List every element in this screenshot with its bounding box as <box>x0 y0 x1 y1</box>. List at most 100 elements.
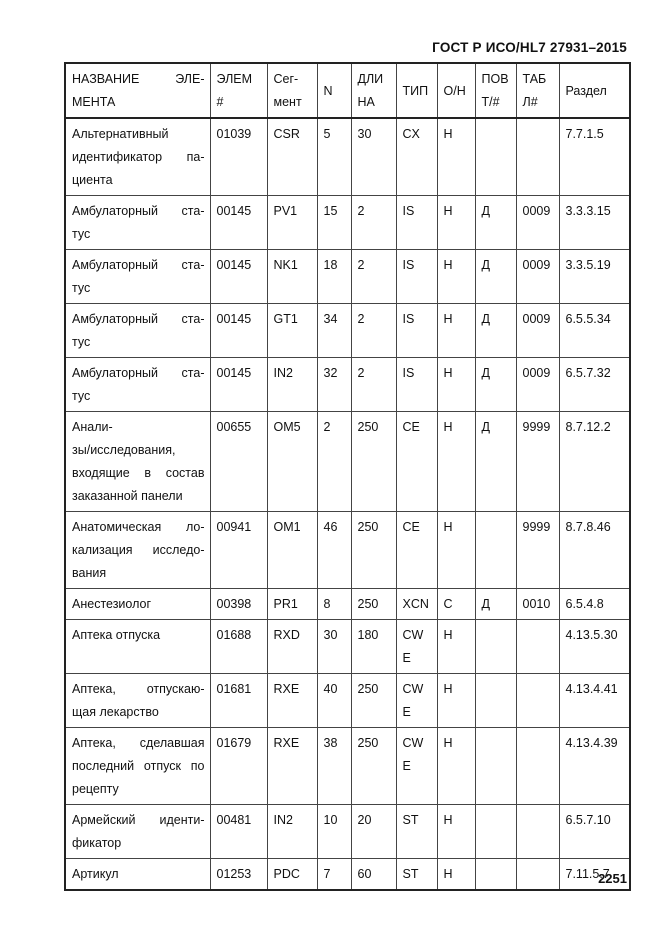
element-name-cell: Анатомическая ло-кализация исследо-вания <box>64 511 211 589</box>
cell-line: Амбулаторный ста- <box>72 366 205 380</box>
section-cell: 3.3.5.19 <box>558 249 631 304</box>
on-cell: Н <box>436 858 476 891</box>
length-cell: 2 <box>350 249 397 304</box>
cell-line: фикатор <box>72 836 122 850</box>
n-cell: 10 <box>316 804 352 859</box>
cell-line: Аптека отпуска <box>72 628 161 642</box>
cell-line: Анали- <box>72 420 113 434</box>
repeat-cell: Д <box>474 357 517 412</box>
table-row: Артикул 01253 PDC 7 60 ST Н 7.11.5.7 <box>64 858 631 891</box>
length-cell: 30 <box>350 117 397 196</box>
cell-line: входящие в состав <box>72 466 205 480</box>
type-cell: CX <box>395 117 438 196</box>
cell-line: тус <box>72 335 91 349</box>
cell-line: Сег- <box>273 72 299 86</box>
segment-cell: OM5 <box>266 411 318 512</box>
cell-line: Аптека, отпускаю- <box>72 682 205 696</box>
n-cell: 18 <box>316 249 352 304</box>
elem-cell: 01688 <box>209 619 268 674</box>
section-cell: 4.13.4.39 <box>558 727 631 805</box>
n-cell: 8 <box>316 588 352 620</box>
table-row: Аптека, отпускаю-щая лекарство 01681 RXE 40… <box>64 673 631 728</box>
table-cell: 0009 <box>515 303 560 358</box>
on-cell: Н <box>436 804 476 859</box>
column-header: ТИП <box>395 62 438 119</box>
elem-cell: 00145 <box>209 249 268 304</box>
cell-line: ТИП <box>402 83 429 98</box>
cell-line: НАЗВАНИЕ ЭЛЕ- <box>72 72 205 86</box>
length-cell: 60 <box>350 858 397 891</box>
repeat-cell: Д <box>474 195 517 250</box>
cell-line: N <box>323 83 333 98</box>
segment-cell: GT1 <box>266 303 318 358</box>
element-name-cell: Амбулаторный ста-тус <box>64 357 211 412</box>
on-cell: Н <box>436 357 476 412</box>
section-cell: 4.13.5.30 <box>558 619 631 674</box>
data-elements-table: НАЗВАНИЕ ЭЛЕ- МЕНТА ЭЛЕМ # Сег-мент N ДЛИ НА ТИП… <box>64 62 631 891</box>
length-cell: 250 <box>350 511 397 589</box>
n-cell: 30 <box>316 619 352 674</box>
elem-cell: 01679 <box>209 727 268 805</box>
cell-line: Анатомическая ло- <box>72 520 205 534</box>
element-name-cell: Аптека отпуска <box>64 619 211 674</box>
column-header: Сег-мент <box>266 62 318 119</box>
cell-line: Амбулаторный ста- <box>72 312 205 326</box>
on-cell: С <box>436 588 476 620</box>
cell-line: МЕНТА <box>72 95 116 109</box>
repeat-cell: Д <box>474 588 517 620</box>
column-header: ТАБ Л# <box>515 62 560 119</box>
element-name-cell: Аптека, сделавшая последний отпуск по реце… <box>64 727 211 805</box>
section-cell: 3.3.3.15 <box>558 195 631 250</box>
table-cell: 0009 <box>515 249 560 304</box>
n-cell: 15 <box>316 195 352 250</box>
cell-line: ЭЛЕМ <box>216 72 253 86</box>
type-cell: ST <box>395 858 438 891</box>
segment-cell: OM1 <box>266 511 318 589</box>
type-cell: XCN <box>395 588 438 620</box>
section-cell: 8.7.8.46 <box>558 511 631 589</box>
on-cell: Н <box>436 619 476 674</box>
element-name-cell: Анали-зы/исследования, входящие в состав з… <box>64 411 211 512</box>
n-cell: 46 <box>316 511 352 589</box>
type-cell: IS <box>395 357 438 412</box>
table-row: Анестезиолог 00398 PR1 8 250 XCN С Д 0010 6.5.4.8 <box>64 588 631 620</box>
cell-line: Амбулаторный ста- <box>72 204 205 218</box>
column-header: О/Н <box>436 62 476 119</box>
n-cell: 7 <box>316 858 352 891</box>
n-cell: 32 <box>316 357 352 412</box>
table-cell: 0009 <box>515 357 560 412</box>
type-cell: CW E <box>395 673 438 728</box>
cell-line: идентификатор па- <box>72 150 205 164</box>
cell-line: Анестезиолог <box>72 597 152 611</box>
section-cell: 6.5.7.32 <box>558 357 631 412</box>
segment-cell: PR1 <box>266 588 318 620</box>
elem-cell: 00398 <box>209 588 268 620</box>
segment-cell: RXE <box>266 673 318 728</box>
type-cell: IS <box>395 195 438 250</box>
repeat-cell <box>474 511 517 589</box>
cell-line: тус <box>72 227 91 241</box>
cell-line: Амбулаторный ста- <box>72 258 205 272</box>
cell-line: Армейский иденти- <box>72 813 205 827</box>
element-name-cell: Артикул <box>64 858 211 891</box>
length-cell: 2 <box>350 303 397 358</box>
element-name-cell: Аптека, отпускаю-щая лекарство <box>64 673 211 728</box>
cell-line: последний отпуск по <box>72 759 205 773</box>
length-cell: 20 <box>350 804 397 859</box>
cell-line: Т/# <box>481 95 500 109</box>
n-cell: 2 <box>316 411 352 512</box>
column-header: N <box>316 62 352 119</box>
elem-cell: 00941 <box>209 511 268 589</box>
cell-line: ПОВ <box>481 72 509 86</box>
elem-cell: 00145 <box>209 195 268 250</box>
table-cell <box>515 727 560 805</box>
section-cell: 7.7.1.5 <box>558 117 631 196</box>
repeat-cell <box>474 673 517 728</box>
cell-line: Раздел <box>565 83 607 98</box>
elem-cell: 00145 <box>209 303 268 358</box>
element-name-cell: Армейский иденти-фикатор <box>64 804 211 859</box>
document-code: ГОСТ Р ИСО/HL7 27931–2015 <box>432 40 627 55</box>
elem-cell: 01681 <box>209 673 268 728</box>
table-header-row: НАЗВАНИЕ ЭЛЕ- МЕНТА ЭЛЕМ # Сег-мент N ДЛИ НА ТИП… <box>64 62 631 119</box>
length-cell: 250 <box>350 727 397 805</box>
